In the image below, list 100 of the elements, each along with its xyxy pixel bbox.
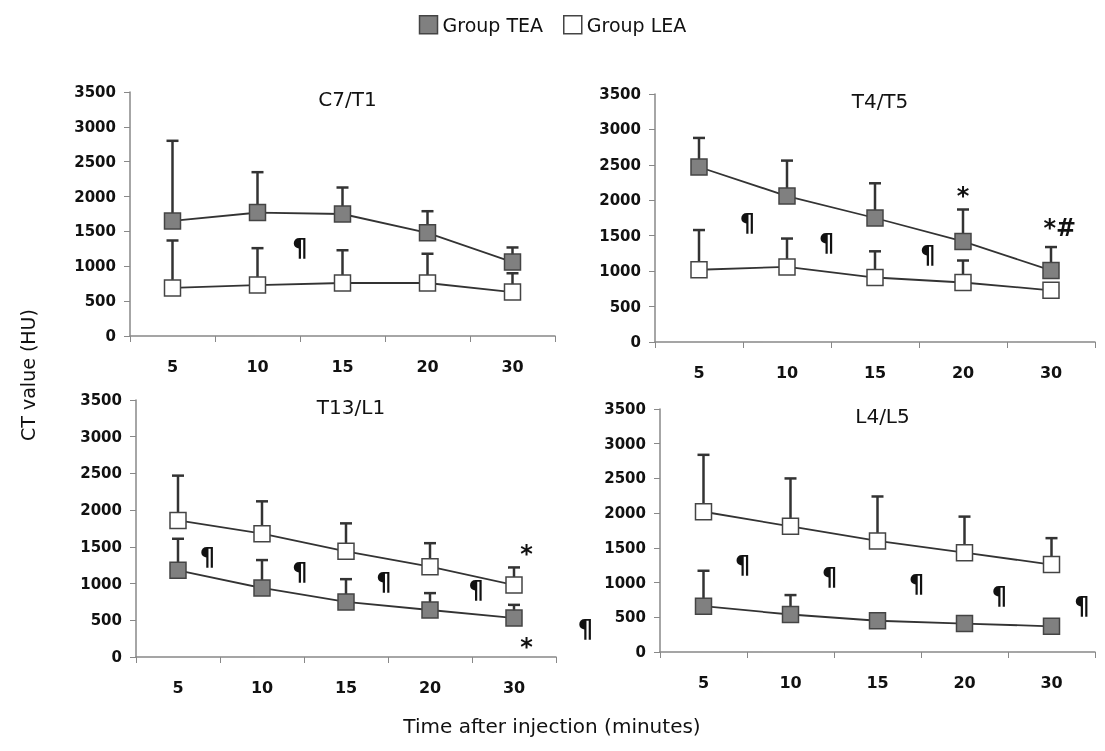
text: ¶ — [577, 614, 594, 643]
y-tick-label: 500 — [614, 608, 646, 627]
y-tick-label: 1500 — [80, 537, 122, 556]
annotation: *# — [1043, 213, 1077, 242]
y-tick-label: 2500 — [604, 469, 646, 488]
y-tick-label: 3000 — [80, 427, 122, 446]
point — [505, 576, 523, 594]
point — [954, 273, 972, 292]
chart-title: T13/L1 — [315, 395, 386, 419]
x-tick-label: 15 — [331, 356, 354, 376]
x-tick-label: 15 — [866, 672, 889, 692]
annotation: ¶ — [376, 568, 392, 597]
point — [248, 276, 267, 294]
point — [1042, 261, 1060, 280]
annotation: ¶ — [292, 558, 308, 587]
x-tick-label: 10 — [775, 362, 799, 382]
annotation: ¶ — [818, 228, 835, 257]
point — [868, 612, 887, 630]
point — [421, 557, 439, 576]
point — [163, 279, 182, 297]
y-axis-title: CT value (HU) — [17, 309, 39, 441]
y-tick-label: 3500 — [599, 85, 641, 103]
y-tick-label: 3000 — [599, 120, 641, 139]
chart-title: L4/L5 — [855, 404, 910, 428]
point — [778, 258, 796, 276]
point — [333, 205, 352, 223]
y-tick-label: 0 — [630, 333, 641, 351]
point — [163, 212, 182, 230]
x-tick-label: 5 — [697, 672, 710, 692]
x-tick-label: 30 — [1040, 672, 1063, 692]
point — [169, 511, 187, 530]
point — [694, 597, 713, 615]
point — [955, 614, 974, 633]
point — [1042, 617, 1061, 636]
annotation: ¶ — [920, 241, 936, 270]
x-tick-label: 15 — [863, 362, 887, 382]
y-tick-label: 0 — [635, 643, 646, 661]
point — [690, 158, 708, 176]
y-tick-label: 500 — [609, 297, 641, 316]
y-tick-label: 500 — [90, 611, 122, 630]
point — [866, 209, 884, 227]
x-tick-label: 5 — [693, 362, 705, 382]
point — [781, 517, 800, 536]
y-tick-label: 2000 — [74, 187, 116, 206]
y-tick-label: 3000 — [604, 434, 646, 453]
y-tick-label: 1000 — [80, 574, 122, 593]
point — [169, 561, 187, 580]
y-tick-label: 1000 — [74, 257, 116, 276]
point — [337, 542, 355, 561]
point — [954, 232, 972, 251]
point — [253, 579, 271, 597]
y-tick-label: 1500 — [599, 226, 641, 245]
y-tick-label: 3500 — [74, 83, 116, 101]
x-tick-label: 20 — [953, 672, 976, 692]
y-tick-label: 2500 — [599, 155, 641, 174]
point — [421, 601, 439, 619]
y-tick-label: 1000 — [604, 573, 646, 592]
y-tick-label: 2500 — [80, 464, 122, 483]
x-tick-label: 20 — [418, 677, 442, 697]
point — [503, 253, 522, 271]
y-tick-label: 0 — [111, 648, 122, 666]
x-tick-label: 20 — [951, 362, 975, 382]
point — [781, 605, 800, 624]
point — [1042, 281, 1060, 300]
y-tick-label: 0 — [105, 327, 116, 345]
point — [955, 543, 974, 562]
y-tick-label: 2000 — [599, 191, 641, 210]
point — [690, 260, 708, 279]
y-tick-label: 2000 — [80, 501, 122, 520]
point — [253, 524, 271, 543]
y-tick-label: 1500 — [604, 538, 646, 557]
annotation: ¶ — [468, 576, 484, 605]
y-tick-label: 1000 — [599, 262, 641, 281]
annotation: * — [520, 540, 534, 569]
y-tick-label: 3500 — [80, 391, 122, 409]
point — [418, 224, 437, 242]
x-tick-label: 30 — [501, 356, 524, 376]
annotation: ¶ — [822, 562, 838, 591]
point — [694, 503, 713, 521]
annotation: ¶ — [735, 550, 751, 579]
annotation: ¶ — [739, 208, 756, 237]
x-tick-label: 30 — [1039, 362, 1063, 382]
chart-title: T4/T5 — [850, 89, 909, 113]
x-tick-label: 10 — [779, 672, 802, 692]
legend-label: Group LEA — [586, 13, 687, 36]
y-tick-label: 1500 — [74, 222, 116, 241]
x-tick-label: 15 — [334, 677, 358, 697]
x-tick-label: 30 — [502, 677, 526, 697]
point — [248, 203, 267, 222]
annotation: ¶ — [199, 542, 216, 571]
point — [337, 593, 355, 611]
x-tick-label: 5 — [172, 677, 184, 697]
annotation: * — [520, 632, 534, 661]
point — [505, 609, 523, 627]
annotation: ¶ — [292, 234, 308, 263]
annotation: ¶ — [991, 582, 1007, 611]
point — [333, 274, 352, 292]
y-tick-label: 500 — [84, 292, 116, 311]
y-tick-label: 3500 — [604, 400, 646, 418]
x-tick-label: 20 — [416, 356, 439, 376]
